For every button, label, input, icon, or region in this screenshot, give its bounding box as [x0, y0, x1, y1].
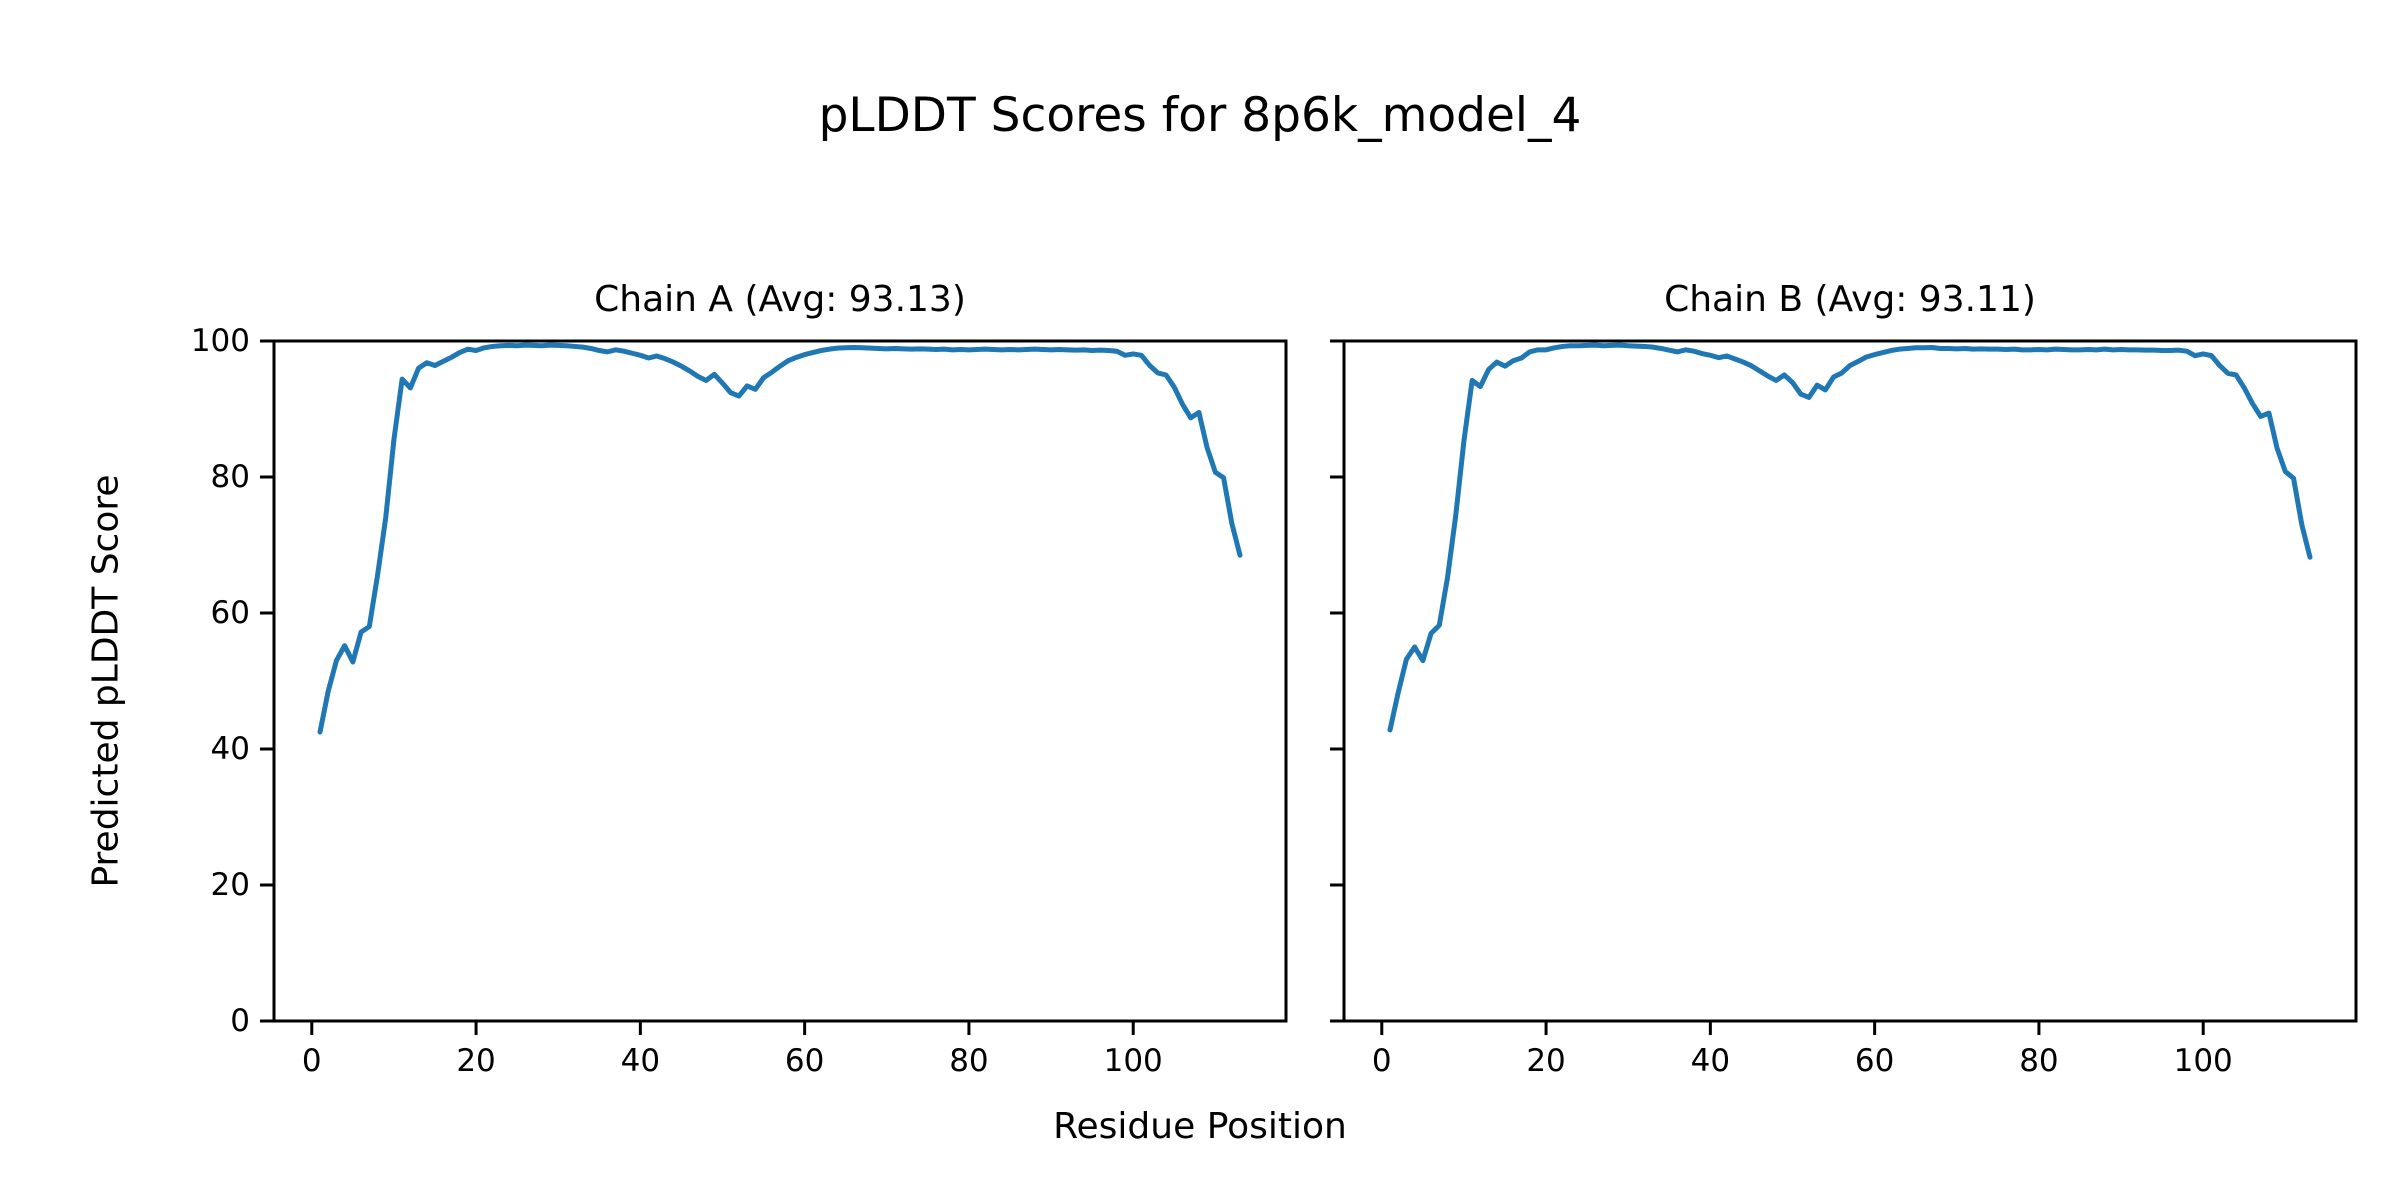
x-tick-label: 60	[1854, 1043, 1895, 1079]
y-tick-label: 20	[210, 867, 250, 903]
y-tick-label: 60	[210, 595, 250, 631]
x-tick-label: 20	[456, 1043, 496, 1079]
x-tick-label: 40	[620, 1043, 661, 1079]
y-tick-label: 80	[210, 459, 250, 495]
x-axis-label: Residue Position	[1053, 1106, 1347, 1147]
x-tick-label: 20	[1526, 1043, 1566, 1079]
x-tick-label: 40	[1690, 1043, 1731, 1079]
plddt-line	[317, 342, 1243, 735]
y-tick-label: 100	[190, 323, 250, 359]
plot-area-chain-b	[1330, 339, 2358, 1035]
figure-title: pLDDT Scores for 8p6k_model_4	[818, 88, 1582, 143]
y-tick-label: 40	[210, 731, 250, 767]
axes-title-chain-a: Chain A (Avg: 93.13)	[594, 279, 966, 320]
x-tick-label: 0	[301, 1043, 322, 1079]
x-tick-label: 80	[949, 1043, 989, 1079]
subplot-chain-a: Chain A (Avg: 93.13) 0 20 40 60 80 100 0 20 40 60…	[191, 279, 1288, 1079]
x-tick-label: 100	[1103, 1043, 1163, 1079]
y-axis-label: Predicted pLDDT Score	[85, 474, 127, 888]
subplot-chain-b: Chain B (Avg: 93.11) 0 20 40 60 80 100	[1330, 279, 2358, 1079]
axes-spines	[272, 339, 1288, 1023]
y-tick-label: 0	[230, 1003, 250, 1039]
axes-title-chain-b: Chain B (Avg: 93.11)	[1664, 279, 2036, 320]
x-tick-label: 80	[2019, 1043, 2059, 1079]
x-tick-label: 0	[1371, 1043, 1392, 1079]
plddt-line	[1387, 342, 2313, 733]
plot-area-chain-a	[260, 339, 1288, 1035]
axes-spines	[1342, 339, 2358, 1023]
x-tick-label: 100	[2173, 1043, 2233, 1079]
x-tick-label: 60	[784, 1043, 825, 1079]
